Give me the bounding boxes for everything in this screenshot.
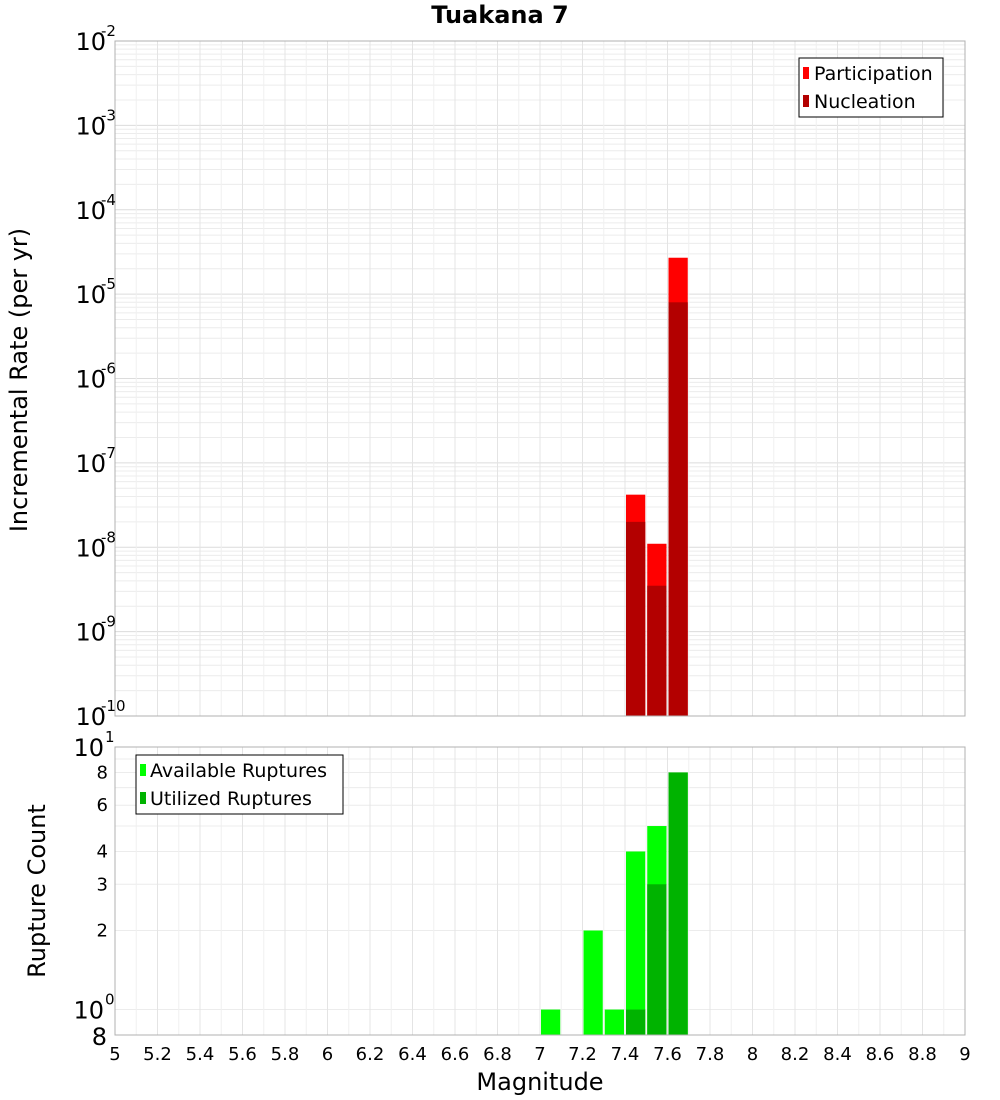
x-tick-label: 5.8 — [271, 1044, 300, 1065]
bottom-y-tick-pow-exponent: 0 — [105, 991, 115, 1009]
bottom-bar-utilized-ruptures — [668, 772, 688, 1035]
x-tick-label: 8.8 — [908, 1044, 937, 1065]
bottom-y-tick-label: 4 — [97, 841, 108, 862]
top-y-tick-exponent: -3 — [101, 106, 116, 124]
top-y-axis-title: Incremental Rate (per yr) — [5, 228, 33, 532]
top-legend-swatch — [803, 95, 809, 107]
top-y-tick-label: 10 — [75, 112, 106, 140]
top-y-tick-exponent: -5 — [101, 275, 116, 293]
top-y-tick-exponent: -7 — [101, 444, 116, 462]
x-tick-label: 8.4 — [823, 1044, 852, 1065]
bottom-y-tick-label: 2 — [97, 921, 108, 942]
top-legend-label: Participation — [814, 63, 933, 85]
bottom-y-tick-label: 8 — [92, 1023, 107, 1051]
top-y-tick-exponent: -4 — [101, 191, 116, 209]
bottom-legend-label: Utilized Ruptures — [150, 788, 312, 810]
bottom-y-tick-label: 8 — [97, 762, 108, 783]
top-y-tick-label: 10 — [75, 534, 106, 562]
x-tick-label: 8.6 — [866, 1044, 895, 1065]
top-y-tick-exponent: -8 — [101, 528, 116, 546]
top-y-tick-label: 10 — [75, 197, 106, 225]
top-y-tick-label: 10 — [75, 450, 106, 478]
top-legend: Participation Nucleation — [798, 57, 944, 118]
bottom-bar-utilized-ruptures — [626, 1009, 646, 1035]
top-y-tick-exponent: -9 — [101, 613, 116, 631]
top-y-tick-label: 10 — [75, 281, 106, 309]
top-y-tick-label: 10 — [75, 28, 106, 56]
x-tick-label: 6.2 — [356, 1044, 385, 1065]
bottom-y-tick-label: 6 — [97, 795, 108, 816]
x-tick-label: 8.2 — [781, 1044, 810, 1065]
x-tick-label: 6 — [322, 1044, 333, 1065]
x-tick-label: 5.6 — [228, 1044, 257, 1065]
top-y-tick-label: 10 — [75, 366, 106, 394]
x-tick-label: 5.2 — [143, 1044, 172, 1065]
top-plot-border — [114, 40, 966, 717]
top-y-tick-exponent: -6 — [101, 360, 116, 378]
top-y-tick-exponent: -2 — [101, 22, 116, 40]
top-legend-box — [798, 57, 944, 118]
top-bar-nucleation — [647, 585, 667, 716]
x-axis-title: Magnitude — [476, 1068, 603, 1096]
top-legend-label: Nucleation — [814, 91, 916, 113]
chart-title: Tuakana 7 — [431, 1, 569, 29]
bottom-bar-available-ruptures — [583, 930, 603, 1035]
top-y-tick-label: 10 — [75, 703, 106, 731]
bottom-bar-available-ruptures — [626, 851, 646, 1035]
top-legend-swatch — [803, 67, 809, 79]
bottom-legend-swatch — [140, 764, 146, 776]
bottom-legend-box — [135, 754, 344, 815]
bottom-legend: Available Ruptures Utilized Ruptures — [135, 754, 344, 815]
top-bar-nucleation — [626, 521, 646, 716]
top-y-tick-exponent: -10 — [101, 697, 126, 715]
x-tick-label: 5 — [109, 1044, 120, 1065]
bottom-legend-label: Available Ruptures — [150, 760, 327, 782]
bottom-bar-available-ruptures — [604, 1009, 624, 1035]
bottom-bar-utilized-ruptures — [647, 884, 667, 1035]
bottom-bar-available-ruptures — [541, 1009, 561, 1035]
top-bar-nucleation — [668, 302, 688, 716]
x-tick-label: 6.8 — [483, 1044, 512, 1065]
bottom-y-axis-title: Rupture Count — [23, 804, 51, 978]
bottom-y-tick-label: 3 — [97, 874, 108, 895]
x-tick-label: 7.6 — [653, 1044, 682, 1065]
x-tick-label: 8 — [747, 1044, 758, 1065]
x-tick-label: 5.4 — [186, 1044, 215, 1065]
top-plot-area: 10-210-310-410-510-610-710-810-910-10Par… — [75, 22, 966, 731]
x-tick-label: 6.6 — [441, 1044, 470, 1065]
bottom-plot-border — [114, 746, 966, 1036]
bottom-y-tick-pow: 10 — [73, 734, 104, 762]
bottom-legend-swatch — [140, 792, 146, 804]
x-tick-label: 7 — [534, 1044, 545, 1065]
top-y-tick-label: 10 — [75, 619, 106, 647]
x-tick-label: 7.2 — [568, 1044, 597, 1065]
x-tick-label: 7.4 — [611, 1044, 640, 1065]
bottom-y-tick-pow-exponent: 1 — [105, 728, 115, 746]
x-tick-label: 6.4 — [398, 1044, 427, 1065]
bottom-y-tick-pow: 10 — [73, 997, 104, 1025]
x-tick-label: 7.8 — [696, 1044, 725, 1065]
x-tick-label: 9 — [959, 1044, 970, 1065]
